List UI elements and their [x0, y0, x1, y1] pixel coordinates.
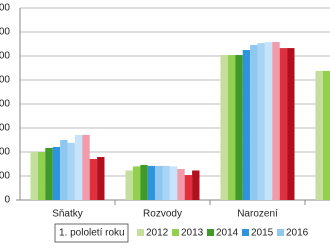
bar: [242, 50, 251, 200]
bar: [264, 42, 273, 200]
y-tick-label: 70 000: [0, 27, 10, 38]
legend-swatch: [207, 229, 214, 236]
legend-label: 2016: [286, 228, 309, 239]
legend-swatch: [242, 229, 249, 236]
y-tick-label: 50 000: [0, 75, 10, 86]
bar: [140, 164, 148, 200]
bar: [177, 169, 185, 200]
bar: [227, 55, 236, 200]
legend-label: 2014: [216, 228, 239, 239]
legend-label: 2015: [251, 228, 274, 239]
y-tick-label: 10 000: [0, 171, 10, 182]
bar: [60, 140, 68, 200]
legend-label: 2013: [181, 228, 204, 239]
bar: [89, 158, 98, 200]
bar: [162, 165, 170, 200]
y-tick-label: 60 000: [0, 51, 10, 62]
bar: [30, 152, 38, 200]
bar: [279, 48, 288, 200]
bar: [132, 166, 141, 200]
bar: [74, 134, 83, 200]
bar: [37, 152, 46, 200]
bar: [315, 70, 323, 200]
bar: [220, 55, 228, 200]
x-tick-label: Sňatky: [52, 209, 83, 220]
bar: [322, 70, 330, 200]
bar: [169, 166, 178, 200]
bar: [52, 146, 61, 200]
legend-title: 1. pololetí roku: [59, 228, 125, 239]
bar: [97, 157, 105, 200]
y-tick-label: 0: [4, 195, 10, 206]
bar: [82, 134, 90, 200]
bar: [257, 43, 265, 200]
y-tick-label: 20 000: [0, 147, 10, 158]
legend-swatch: [137, 229, 144, 236]
bar: [192, 170, 200, 200]
bar: [147, 165, 156, 200]
bar: [67, 142, 75, 200]
x-tick-label: Rozvody: [143, 209, 182, 220]
bar: [125, 170, 133, 200]
y-tick-label: 80 000: [0, 3, 10, 14]
legend-label: 2012: [146, 228, 169, 239]
bar: [45, 147, 53, 200]
bar: [235, 55, 243, 200]
bar: [272, 42, 280, 200]
bar: [184, 175, 193, 200]
legend-swatch: [277, 229, 284, 236]
bar: [250, 44, 258, 201]
y-tick-label: 40 000: [0, 99, 10, 110]
legend-title-box: [54, 223, 129, 243]
legend-swatch: [172, 229, 179, 236]
bar: [155, 165, 163, 200]
bar: [287, 48, 295, 200]
y-tick-label: 30 000: [0, 123, 10, 134]
x-tick-label: Narození: [237, 209, 278, 220]
